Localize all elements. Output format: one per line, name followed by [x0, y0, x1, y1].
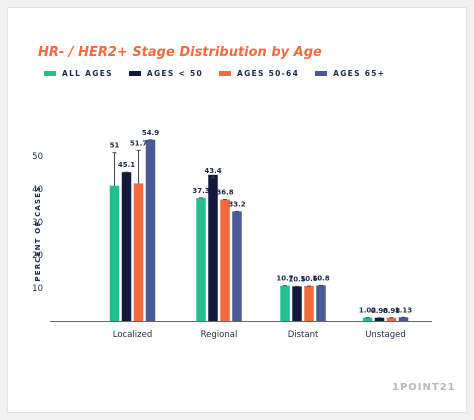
bar-ages-under-50 — [374, 317, 385, 321]
legend-label-all-ages: ALL AGES — [62, 69, 113, 78]
data-label: 51 — [110, 142, 120, 150]
legend-label-ages-65-plus: AGES 65+ — [333, 69, 386, 78]
x-category-label: Regional — [201, 330, 238, 340]
bar-all-ages — [109, 185, 120, 321]
x-category-label: Distant — [288, 330, 319, 340]
bar-ages-50-64 — [220, 199, 230, 321]
y-axis-title: PERCENT OF CASES — [34, 186, 42, 282]
bar-all-ages — [196, 197, 206, 321]
data-label: 36.8 — [216, 189, 233, 197]
bar-all-ages — [362, 317, 373, 321]
bar-ages-50-64 — [133, 183, 144, 321]
legend-item-all-ages: ALL AGES — [44, 69, 113, 78]
legend-label-ages-under-50: AGES < 50 — [146, 69, 203, 78]
data-label: 10.6 — [300, 275, 317, 283]
data-label: 37.3 — [192, 187, 209, 195]
y-tick-label: 10 — [32, 284, 43, 294]
bar-ages-under-50 — [121, 172, 132, 321]
legend-label-ages-50-64: AGES 50-64 — [237, 69, 300, 78]
legend-swatch-all-ages — [44, 71, 56, 76]
bar-ages-under-50 — [208, 174, 218, 321]
bar-ages-65-plus — [145, 139, 156, 321]
legend-swatch-ages-under-50 — [128, 71, 141, 76]
bar-ages-65-plus — [316, 285, 326, 321]
data-label: 33.2 — [228, 200, 245, 208]
data-label: 43.4 — [204, 167, 221, 175]
legend-swatch-ages-50-64 — [219, 71, 231, 76]
chart-card: HR- / HER2+ Stage Distribution by Age AL… — [8, 8, 466, 412]
legend-item-ages-65-plus: AGES 65+ — [315, 69, 385, 78]
data-label: 45.1 — [118, 161, 135, 169]
legend-item-ages-under-50: AGES < 50 — [128, 69, 203, 78]
data-label: 1.13 — [395, 306, 412, 314]
bar-ages-50-64 — [304, 286, 314, 321]
data-label: 51.7 — [130, 139, 147, 147]
x-category-label: Localized — [113, 330, 152, 340]
data-label: 10.7 — [276, 275, 293, 283]
y-tick-label: 40 — [32, 185, 43, 195]
data-label: 0.98 — [383, 307, 400, 315]
data-label: 1.02 — [359, 307, 376, 315]
data-label: 54.9 — [142, 129, 159, 137]
data-label: 10.5 — [288, 275, 305, 283]
bar-ages-65-plus — [398, 317, 409, 321]
bar-ages-under-50 — [292, 286, 302, 321]
data-label: 10.8 — [312, 274, 329, 282]
legend-swatch-ages-65-plus — [315, 71, 328, 76]
y-tick-label: 20 — [32, 251, 43, 261]
y-tick-label: 50 — [32, 152, 43, 162]
bar-ages-50-64 — [386, 317, 397, 321]
brand-logo: 1POINT21 — [392, 382, 456, 393]
y-tick-label: 30 — [32, 218, 43, 228]
data-label: 0.98 — [371, 307, 388, 315]
chart-legend: ALL AGES AGES < 50 AGES 50-64 AGES 65+ — [44, 69, 401, 78]
bar-ages-65-plus — [232, 211, 242, 321]
bar-all-ages — [280, 285, 290, 321]
x-category-label: Unstaged — [365, 330, 406, 340]
legend-item-ages-50-64: AGES 50-64 — [219, 69, 299, 78]
chart-title: HR- / HER2+ Stage Distribution by Age — [38, 45, 322, 60]
